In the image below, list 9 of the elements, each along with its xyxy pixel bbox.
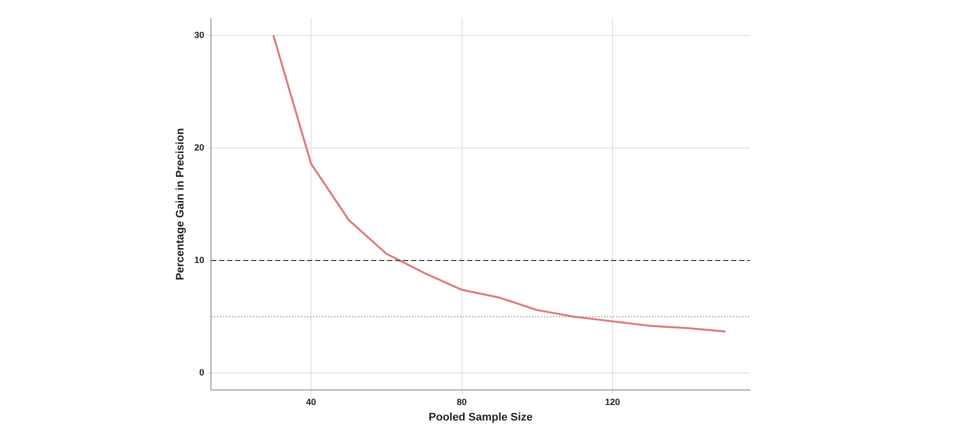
y-axis-title: Percentage Gain in Precision — [174, 128, 187, 280]
x-tick-label: 120 — [604, 396, 620, 407]
y-tick-label: 10 — [194, 254, 204, 265]
y-tick-label: 20 — [194, 142, 204, 152]
y-tick-label: 30 — [194, 30, 204, 40]
x-tick-label: 80 — [456, 396, 467, 407]
x-axis-title: Pooled Sample Size — [428, 411, 533, 424]
x-tick-label: 40 — [306, 396, 316, 407]
y-tick-label: 0 — [199, 368, 204, 378]
